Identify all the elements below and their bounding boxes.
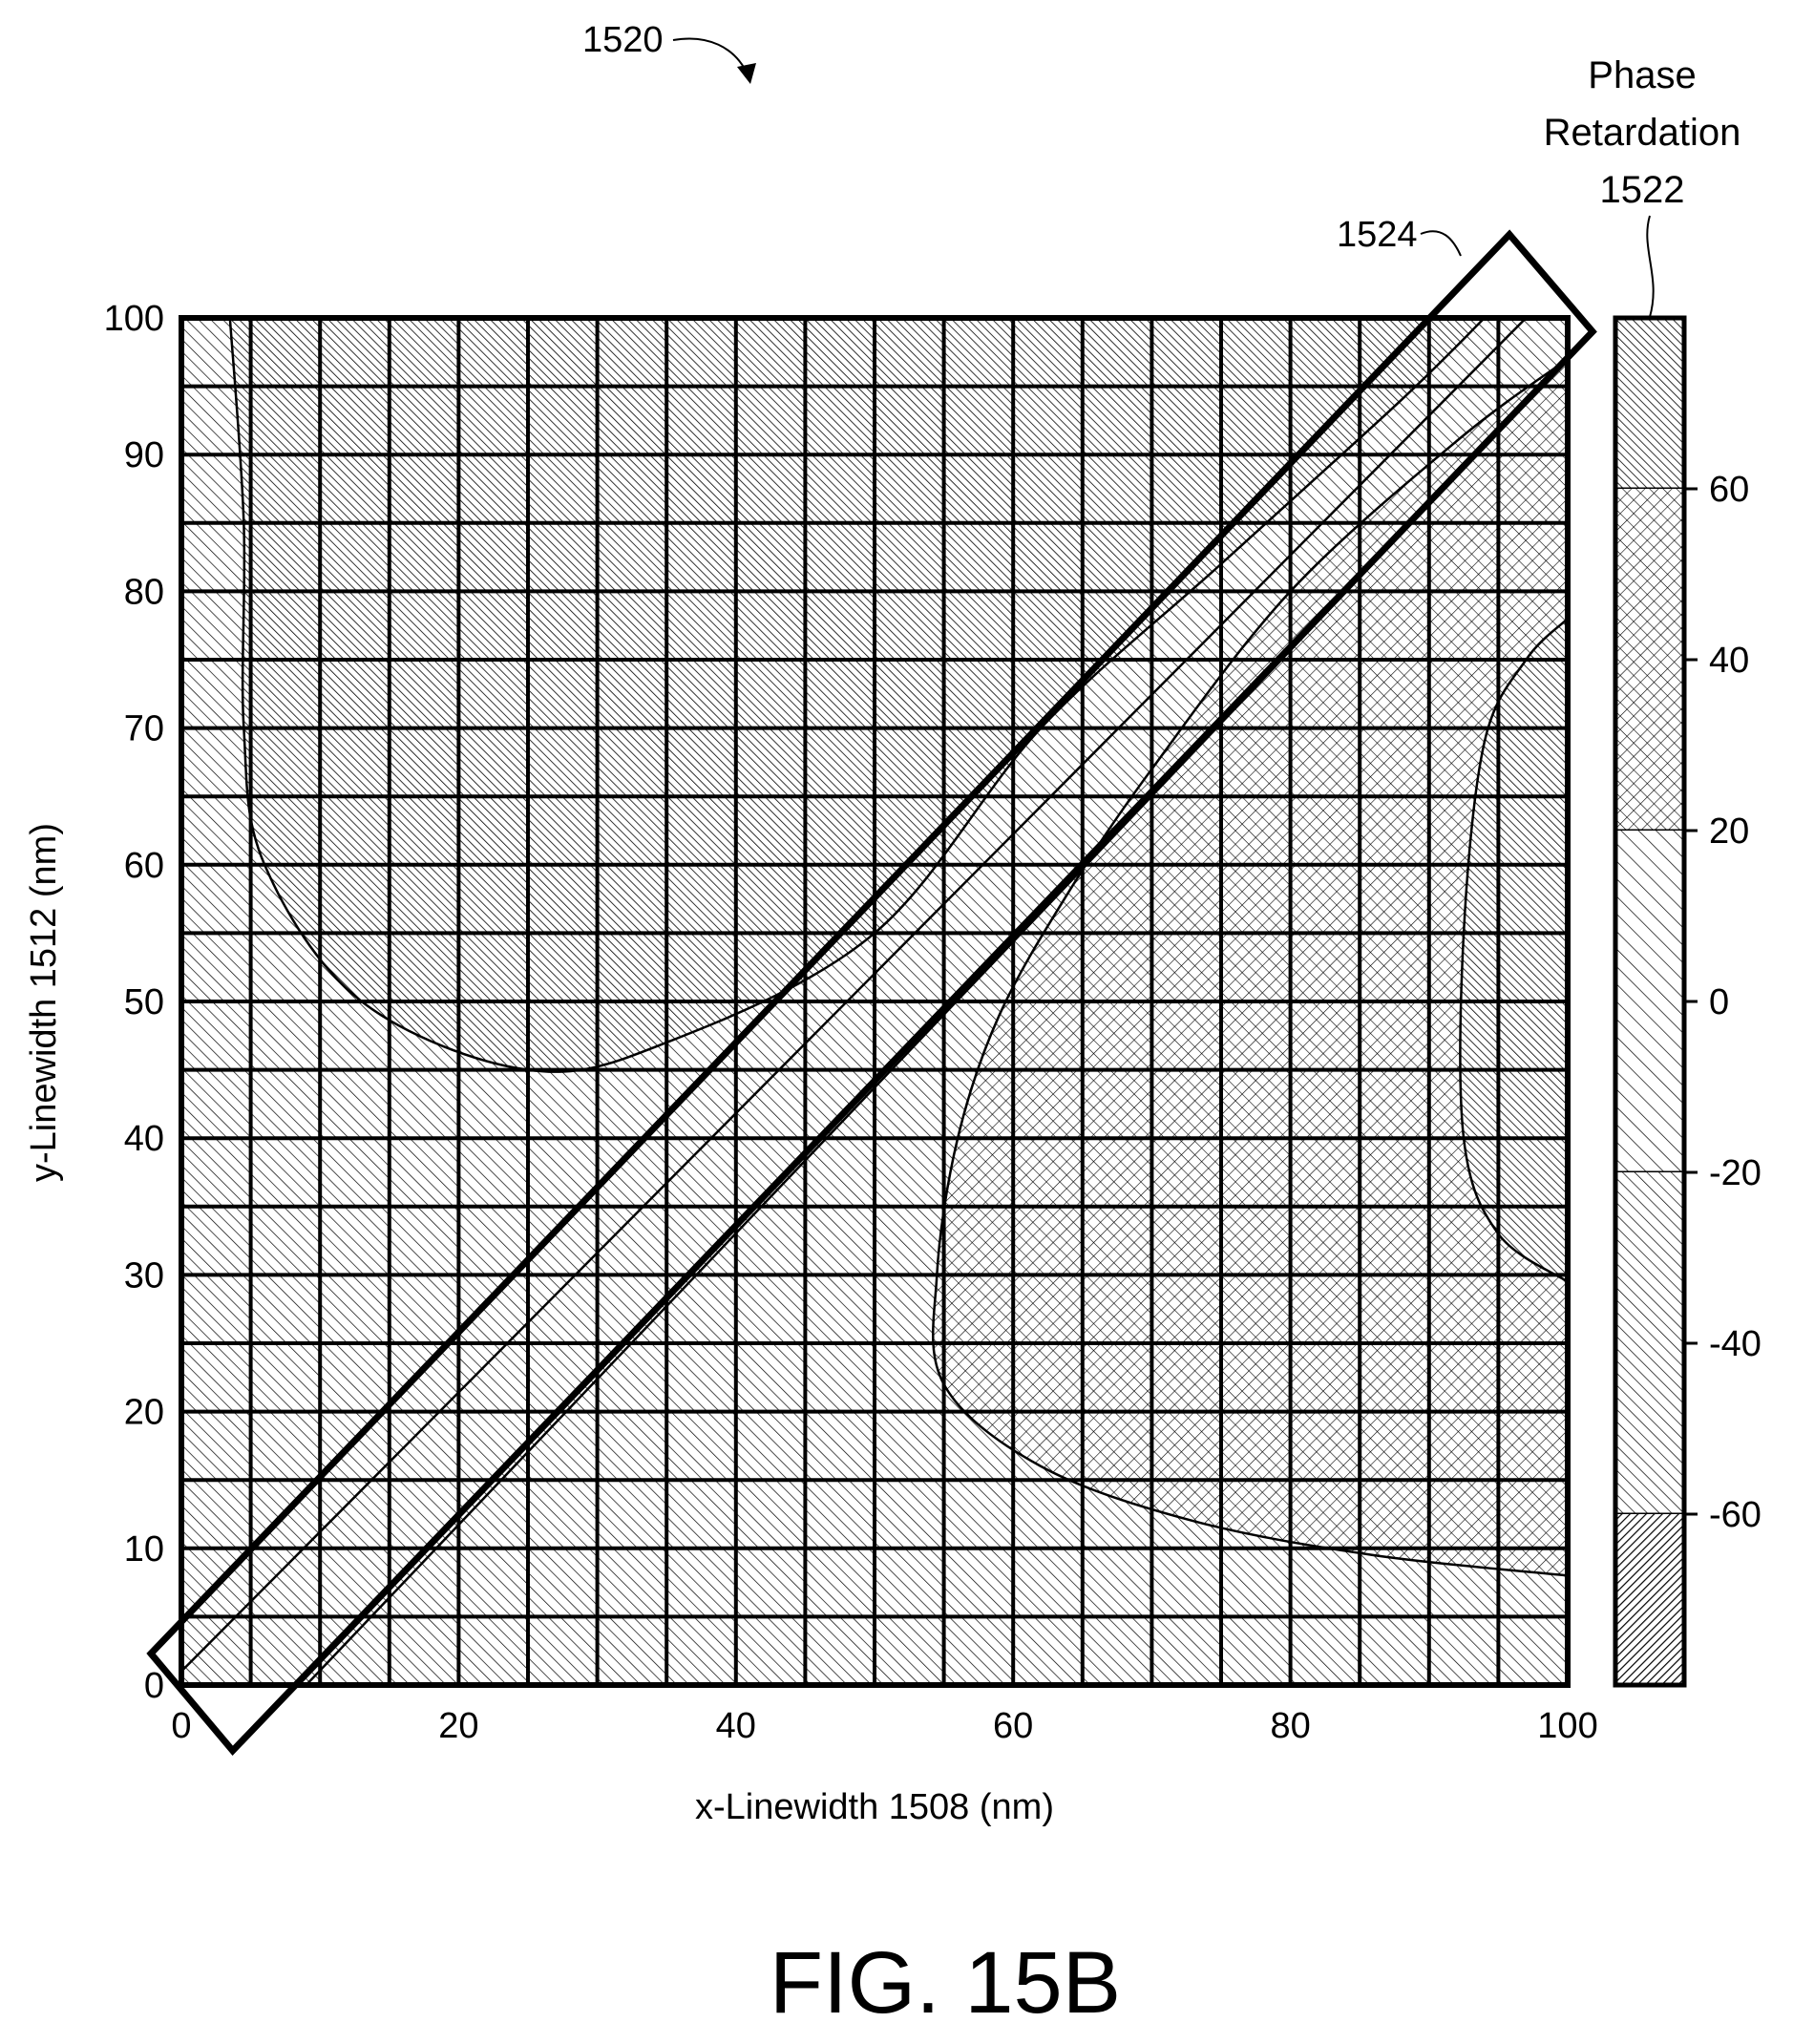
x-tick-label: 80: [1270, 1706, 1310, 1746]
y-tick-label: 100: [104, 299, 164, 339]
x-tick-label: 60: [993, 1706, 1033, 1746]
y-tick-label: 20: [124, 1393, 164, 1433]
grid-group: [179, 316, 1570, 1687]
y-tick-label: 40: [124, 1119, 164, 1159]
y-tick-label: 70: [124, 709, 164, 749]
y-tick-label: 90: [124, 435, 164, 475]
colorbar-tick-label: 0: [1709, 982, 1729, 1022]
plot-area: 0 20 40 60 80 100 0 10 20 30 40 50 60 70 80 90 100: [104, 229, 1598, 1756]
colorbar-tick-label: 20: [1709, 811, 1749, 852]
region-boundary-lower-right: [932, 357, 1568, 1577]
y-tick-label: 50: [124, 982, 164, 1022]
box-ref-leader: [1420, 230, 1462, 257]
x-tick-label: 40: [716, 1706, 756, 1746]
y-axis-title: y-Linewidth 1512 (nm): [24, 823, 64, 1182]
regions-group: [181, 318, 1568, 1577]
colorbar-band: [1615, 1172, 1684, 1514]
colorbar-title-line-1: Phase: [1588, 54, 1696, 96]
box-1524: [146, 229, 1597, 1756]
region-upper-left: [181, 318, 1485, 1072]
colorbar-tick-label: 60: [1709, 470, 1749, 510]
colorbar: 60 40 20 0 -20 -40 -60: [1613, 315, 1761, 1688]
diagonal-line-a: [181, 318, 1528, 1673]
box-ref-numeral: 1524: [1337, 215, 1418, 255]
figure-caption: FIG. 15B: [770, 1934, 1121, 2032]
figure-ref-numeral: 1520: [582, 20, 664, 60]
colorbar-title-leader: [1646, 215, 1655, 318]
colorbar-title-line-2: Retardation: [1544, 112, 1741, 154]
region-lower-right: [933, 358, 1568, 1576]
region-boundary-upper-left: [228, 318, 1486, 1073]
colorbar-band: [1615, 318, 1684, 489]
x-tick-label: 100: [1537, 1706, 1597, 1746]
colorbar-title-line-3: 1522: [1600, 169, 1685, 211]
x-axis-title: x-Linewidth 1508 (nm): [695, 1787, 1054, 1827]
x-tick-label: 0: [171, 1706, 191, 1746]
y-tick-label: 30: [124, 1255, 164, 1296]
colorbar-band: [1615, 831, 1684, 1172]
colorbar-tick-label: 40: [1709, 641, 1749, 681]
x-tick-label: 20: [438, 1706, 478, 1746]
colorbar-tick-label: -20: [1709, 1153, 1761, 1193]
y-tick-label: 10: [124, 1529, 164, 1570]
colorbar-tick-label: -40: [1709, 1324, 1761, 1364]
ref-arrow-curve: [672, 37, 749, 77]
colorbar-band: [1615, 489, 1684, 831]
y-tick-label: 80: [124, 572, 164, 612]
colorbar-tick-label: -60: [1709, 1495, 1761, 1535]
y-tick-label: 60: [124, 846, 164, 886]
y-tick-label: 0: [144, 1666, 164, 1706]
region-right-edge: [1460, 619, 1568, 1282]
ref-arrow-head-icon: [737, 63, 756, 84]
colorbar-band: [1615, 1514, 1684, 1685]
region-boundary-right-edge: [1459, 618, 1568, 1283]
plot-frame: [179, 315, 1571, 1688]
